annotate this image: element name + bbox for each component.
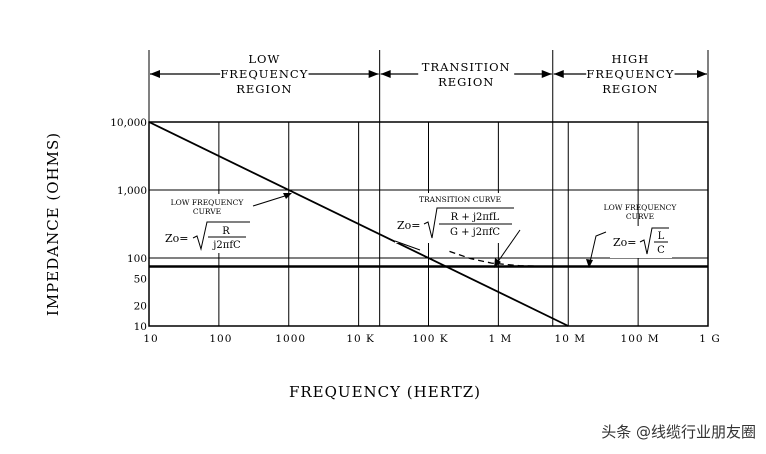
x-tick-label: 100 M (621, 333, 660, 345)
y-tick-label: 10,000 (110, 117, 147, 129)
y-tick-label: 100 (127, 253, 147, 265)
formula-denominator: j2πfC (212, 240, 241, 251)
x-tick-label: 10 (143, 333, 158, 345)
region-arrowhead (150, 70, 160, 78)
formula-numerator: R (222, 226, 230, 237)
region-arrowhead (368, 70, 379, 78)
formula-prefix: Zo= (165, 232, 188, 245)
x-tick-label: 1000 (275, 333, 306, 345)
region-label: FREQUENCY (586, 67, 674, 81)
annotation-label: LOW FREQUENCY (604, 203, 678, 212)
formula-denominator: C (657, 245, 665, 256)
annotation-label: TRANSITION CURVE (419, 195, 501, 204)
region-label: FREQUENCY (220, 67, 308, 81)
series-line (148, 121, 569, 327)
y-tick-label: 10 (134, 321, 147, 333)
formula-numerator: L (658, 231, 665, 242)
annotation-bg (395, 193, 515, 243)
region-label: TRANSITION (422, 60, 511, 74)
region-arrowhead (380, 70, 391, 78)
sqrt-sign (192, 221, 250, 251)
region-arrowhead (553, 70, 564, 78)
sqrt-sign (423, 207, 514, 239)
y-tick-label: 20 (134, 301, 147, 313)
region-arrowhead (697, 70, 707, 78)
y-tick-label: 1,000 (117, 185, 147, 197)
x-tick-label: 10 K (346, 333, 375, 345)
x-axis-title: FREQUENCY (HERTZ) (289, 383, 481, 401)
region-label: REGION (438, 75, 494, 89)
x-tick-label: 100 (209, 333, 232, 345)
region-label: REGION (602, 82, 658, 96)
formula-numerator: R + j2πfL (451, 212, 500, 223)
annotation-arrowhead (586, 259, 593, 268)
watermark-text: 头条 @线缆行业朋友圈 (601, 423, 756, 441)
x-tick-label: 1 G (699, 333, 720, 345)
y-tick-label: 50 (134, 273, 147, 285)
region-label: HIGH (611, 52, 649, 66)
annotation-arrowhead (283, 193, 292, 199)
annotation-label: CURVE (193, 207, 221, 216)
annotation-leader (496, 229, 521, 264)
annotation-leader (589, 231, 607, 263)
annotation-bg (162, 194, 252, 222)
annotation-arrowhead (494, 258, 501, 268)
x-tick-label: 10 M (555, 333, 586, 345)
region-arrowhead (541, 70, 552, 78)
region-label: REGION (236, 82, 292, 96)
region-label: LOW (248, 52, 280, 66)
sqrt-sign (639, 227, 669, 255)
annotation-label: LOW FREQUENCY (171, 198, 245, 207)
annotation-label: CURVE (626, 212, 654, 221)
annotation-leader (394, 240, 421, 251)
formula-denominator: G + j2πfC (450, 227, 500, 238)
formula-prefix: Zo= (613, 236, 636, 249)
x-tick-label: 100 K (412, 333, 448, 345)
y-axis-title: IMPEDANCE (OHMS) (44, 132, 62, 316)
x-tick-label: 1 M (488, 333, 512, 345)
annotation-leader (252, 194, 289, 207)
formula-prefix: Zo= (397, 219, 420, 232)
series-line (449, 250, 553, 268)
